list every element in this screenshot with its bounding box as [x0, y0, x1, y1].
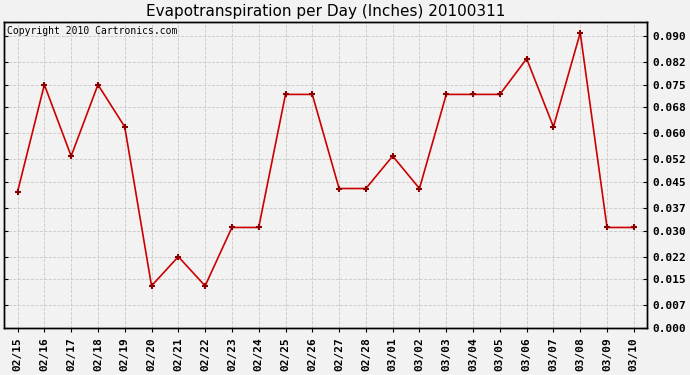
Title: Evapotranspiration per Day (Inches) 20100311: Evapotranspiration per Day (Inches) 2010…	[146, 4, 505, 19]
Text: Copyright 2010 Cartronics.com: Copyright 2010 Cartronics.com	[8, 26, 178, 36]
